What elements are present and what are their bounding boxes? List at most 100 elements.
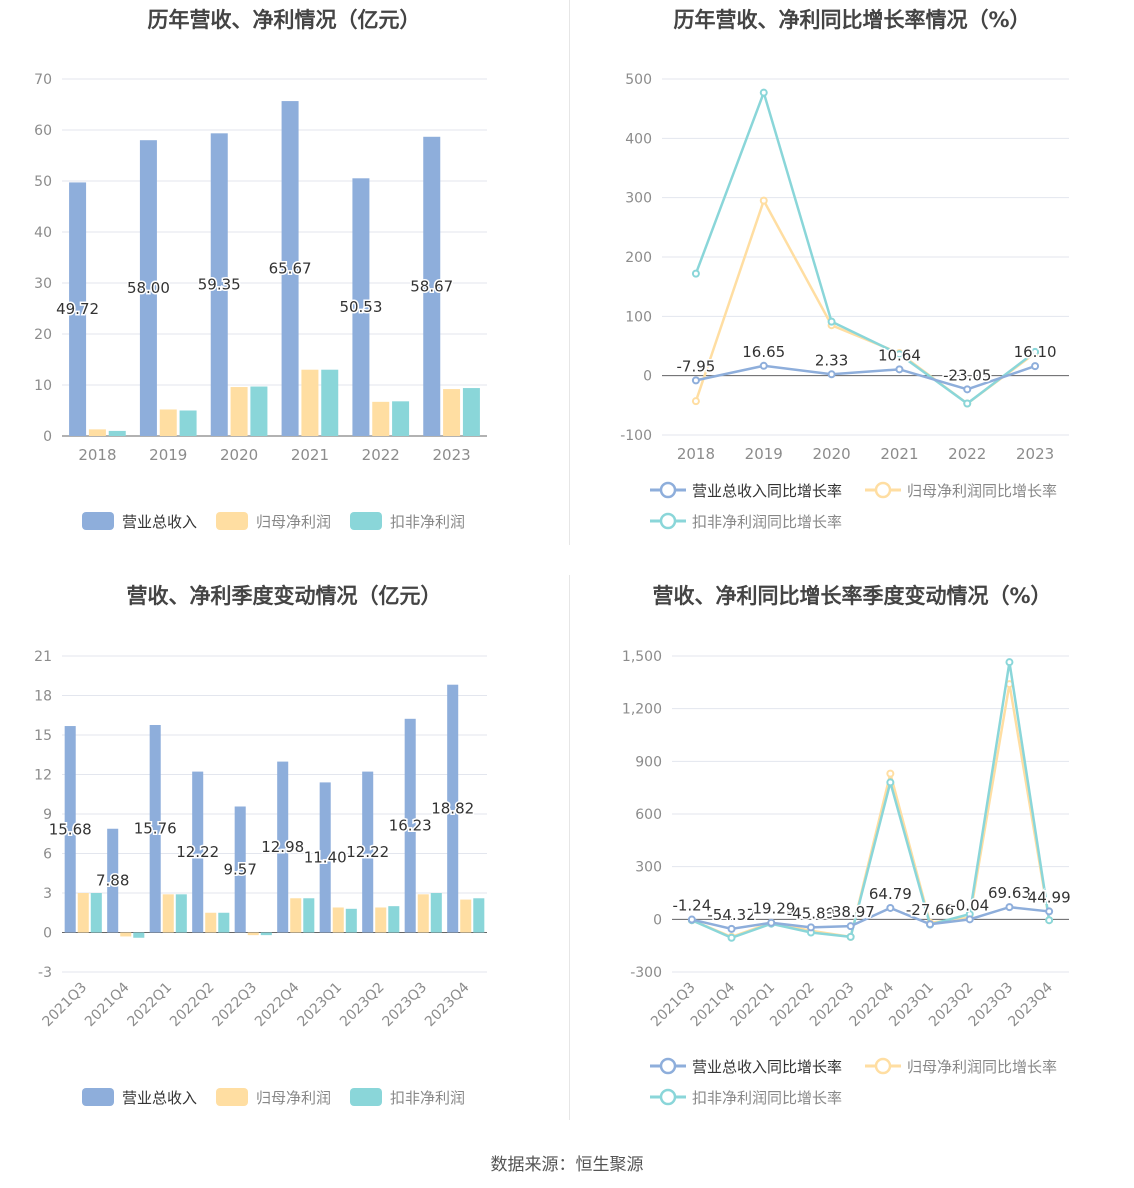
bar [447, 684, 459, 933]
legend-label: 扣非净利润 [390, 1089, 465, 1107]
data-label: 58.67 [410, 277, 453, 295]
x-tick-label: 2023Q3 [379, 980, 430, 1031]
data-point [687, 915, 696, 924]
data-point [965, 915, 974, 924]
x-tick-label: 2023 [1016, 445, 1054, 463]
data-point [806, 923, 815, 932]
x-tick-label: 2023Q4 [1005, 979, 1056, 1030]
legend-swatch [216, 1088, 248, 1106]
legend-swatch [82, 512, 114, 530]
legend-swatch [350, 1088, 382, 1106]
y-tick-label: 0 [653, 912, 662, 928]
legend-label: 营业总收入同比增长率 [692, 1058, 842, 1076]
y-tick-label: 60 [34, 123, 52, 139]
data-point [886, 778, 895, 787]
bar [301, 369, 319, 436]
y-tick-label: 300 [635, 860, 662, 876]
y-tick-label: 500 [625, 72, 652, 88]
x-tick-label: 2023Q4 [422, 979, 473, 1030]
bar [120, 932, 132, 937]
x-tick-label: 2023 [432, 446, 470, 464]
data-point [1045, 916, 1054, 925]
data-point [926, 920, 935, 929]
data-point [1031, 362, 1040, 371]
bar [162, 894, 174, 933]
bar [175, 894, 187, 933]
data-point [846, 922, 855, 931]
data-label: 50.53 [339, 298, 382, 316]
data-label: 9.57 [223, 860, 256, 878]
bar [205, 912, 217, 933]
data-label: 11.40 [304, 848, 347, 866]
bar [234, 806, 246, 933]
chart-panel-annual-amount: 历年营收、净利情况（亿元） 0 10 20 30 40 50 60 70 2018 2019 202… [0, 0, 568, 570]
data-label: 2.33 [815, 351, 848, 369]
series-line [691, 905, 1050, 931]
y-tick-label: 3 [43, 886, 52, 902]
data-label: 44.99 [1028, 888, 1071, 906]
x-tick-label: 2022Q4 [252, 979, 303, 1030]
x-tick-label: 2023Q2 [337, 980, 388, 1031]
data-point [963, 385, 972, 394]
series-line [691, 661, 1051, 940]
quarterly-growth-chart: -30003006009001,2001,5002021Q32021Q42022… [622, 649, 1072, 1107]
data-point [727, 924, 736, 933]
bar [362, 771, 374, 933]
chart-panel-annual-growth: 历年营收、净利同比增长率情况（%） -100 0 100 200 300 400 500 20… [570, 0, 1134, 570]
x-tick-label: 2021 [880, 445, 918, 463]
bar [88, 429, 106, 436]
bar [290, 898, 302, 933]
bar [179, 410, 197, 436]
y-tick-label: 0 [43, 429, 52, 445]
chart-title: 营收、净利季度变动情况（亿元） [126, 584, 442, 608]
legend-swatch-marker [659, 1057, 677, 1075]
x-tick-label: 2023Q1 [294, 980, 345, 1031]
y-tick-label: 15 [34, 728, 52, 744]
y-tick-label: 21 [34, 649, 52, 665]
data-label: 49.72 [56, 300, 99, 318]
data-label: -27.66 [906, 901, 954, 919]
divider-bottom [569, 575, 570, 1120]
x-tick-label: 2021 [291, 446, 329, 464]
bar [69, 182, 87, 436]
x-tick-label: 2022 [948, 445, 986, 463]
bar [352, 178, 370, 436]
bar [107, 828, 119, 933]
data-label: 18.82 [431, 800, 474, 818]
bar [388, 906, 400, 933]
bar [375, 907, 387, 933]
bar [430, 893, 442, 933]
legend-swatch [82, 1088, 114, 1106]
annual-growth-chart: -100 0 100 200 300 400 500 2018 2019 2020 2021 2022… [620, 72, 1069, 531]
divider-top [569, 0, 570, 545]
chart-panel-quarterly-growth: 营收、净利同比增长率季度变动情况（%） -300 0 300 600 900 1,200 1… [570, 575, 1134, 1135]
y-tick-label: 0 [43, 926, 52, 942]
series-line [694, 88, 1036, 406]
data-point [1005, 658, 1014, 667]
legend-swatch [350, 512, 382, 530]
x-tick-label: 2020 [812, 445, 850, 463]
x-tick-label: 2022 [362, 446, 400, 464]
y-tick-label: 12 [34, 768, 52, 784]
data-label: -0.04 [950, 896, 989, 914]
series-line [695, 364, 1036, 391]
bar [392, 401, 410, 436]
data-label: 7.88 [96, 872, 129, 890]
bar [90, 893, 102, 933]
data-point [1031, 347, 1040, 356]
legend-label: 营业总收入 [122, 1089, 197, 1107]
data-label: -54.32 [707, 906, 755, 924]
y-tick-label: 6 [43, 847, 52, 863]
legend-label: 归母净利润同比增长率 [907, 482, 1057, 500]
data-label: 15.68 [49, 820, 92, 838]
data-label: 12.22 [176, 843, 219, 861]
data-point [727, 933, 736, 942]
y-tick-label: -3 [38, 965, 52, 981]
y-tick-label: -100 [620, 428, 652, 444]
data-point [827, 370, 836, 379]
bar [108, 430, 126, 436]
y-tick-label: 1,200 [622, 702, 662, 718]
data-point [846, 932, 855, 941]
x-tick-label: 2022Q3 [209, 980, 260, 1031]
data-source-footer: 数据来源：恒生聚源 [490, 1155, 644, 1175]
